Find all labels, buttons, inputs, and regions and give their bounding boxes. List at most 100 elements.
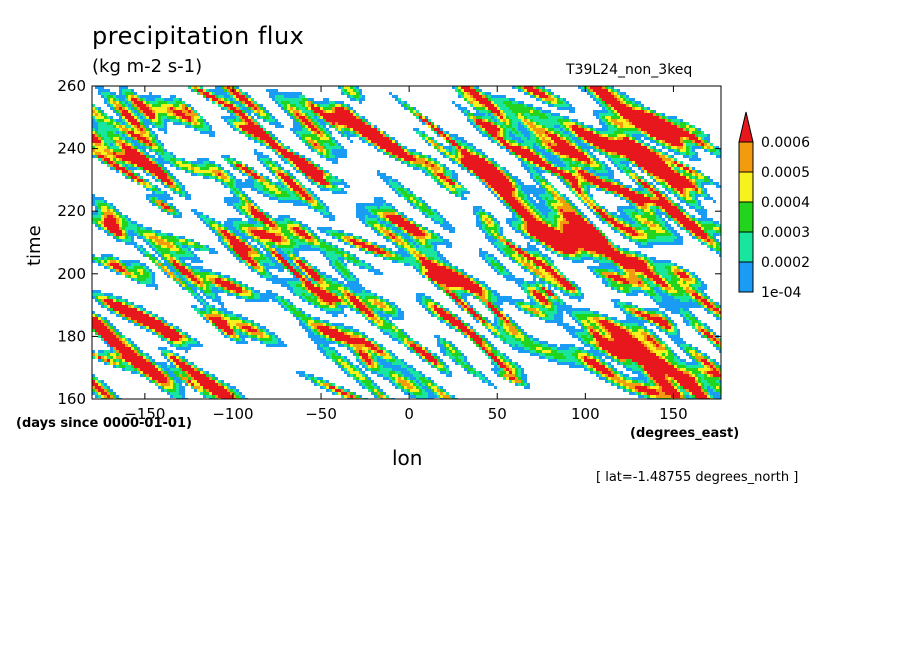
contour-cell (347, 116, 350, 119)
contour-cell (173, 113, 176, 116)
contour-cell (656, 122, 659, 125)
contour-cell (245, 179, 248, 182)
contour-cell (386, 176, 389, 179)
contour-cell (260, 152, 263, 155)
contour-cell (623, 104, 626, 107)
contour-cell (635, 188, 638, 191)
contour-cell (167, 194, 170, 197)
contour-cell (614, 152, 617, 155)
contour-cell (128, 95, 131, 98)
contour-cell (602, 146, 605, 149)
contour-cell (485, 170, 488, 173)
contour-cell (491, 134, 494, 137)
contour-cell (650, 170, 653, 173)
contour-cell (698, 179, 701, 182)
contour-cell (545, 185, 548, 188)
contour-cell (662, 182, 665, 185)
contour-cell (572, 134, 575, 137)
contour-cell (263, 113, 266, 116)
contour-cell (263, 119, 266, 122)
contour-cell (515, 101, 518, 104)
contour-cell (293, 122, 296, 125)
contour-cell (266, 131, 269, 134)
contour-cell (701, 140, 704, 143)
contour-cell (452, 146, 455, 149)
contour-cell (503, 98, 506, 101)
contour-cell (524, 194, 527, 197)
contour-cell (683, 128, 686, 131)
contour-cell (182, 161, 185, 164)
contour-cell (155, 98, 158, 101)
contour-cell (557, 170, 560, 173)
contour-cell (632, 101, 635, 104)
contour-cell (524, 143, 527, 146)
contour-cell (479, 92, 482, 95)
contour-cell (503, 137, 506, 140)
contour-cell (284, 101, 287, 104)
contour-cell (287, 110, 290, 113)
contour-cell (662, 179, 665, 182)
contour-cell (161, 98, 164, 101)
contour-cell (251, 200, 254, 203)
contour-cell (191, 89, 194, 92)
contour-cell (551, 149, 554, 152)
contour-cell (605, 104, 608, 107)
contour-cell (113, 131, 116, 134)
contour-cell (548, 194, 551, 197)
contour-cell (488, 182, 491, 185)
contour-cell (158, 113, 161, 116)
contour-cell (110, 134, 113, 137)
contour-cell (566, 203, 569, 206)
contour-cell (311, 167, 314, 170)
contour-cell (239, 191, 242, 194)
contour-cell (197, 170, 200, 173)
contour-cell (539, 179, 542, 182)
contour-cell (527, 140, 530, 143)
contour-cell (572, 182, 575, 185)
contour-cell (662, 170, 665, 173)
contour-cell (326, 137, 329, 140)
contour-cell (653, 146, 656, 149)
contour-cell (311, 128, 314, 131)
contour-cell (113, 122, 116, 125)
contour-cell (551, 125, 554, 128)
contour-cell (401, 191, 404, 194)
contour-cell (608, 182, 611, 185)
contour-cell (620, 155, 623, 158)
contour-cell (458, 137, 461, 140)
contour-cell (104, 113, 107, 116)
contour-cell (575, 128, 578, 131)
contour-cell (473, 104, 476, 107)
contour-cell (692, 200, 695, 203)
contour-cell (524, 116, 527, 119)
contour-cell (290, 98, 293, 101)
contour-cell (629, 200, 632, 203)
contour-cell (557, 128, 560, 131)
contour-cell (623, 110, 626, 113)
contour-cell (395, 182, 398, 185)
contour-cell (335, 191, 338, 194)
contour-cell (593, 86, 596, 89)
contour-cell (122, 137, 125, 140)
contour-cell (431, 140, 434, 143)
contour-cell (173, 95, 176, 98)
contour-cell (134, 92, 137, 95)
contour-cell (599, 110, 602, 113)
contour-cell (239, 179, 242, 182)
contour-cell (605, 188, 608, 191)
contour-cell (227, 179, 230, 182)
contour-cell (698, 194, 701, 197)
contour-cell (656, 116, 659, 119)
contour-cell (671, 128, 674, 131)
contour-cell (704, 182, 707, 185)
contour-cell (422, 134, 425, 137)
contour-cell (503, 110, 506, 113)
contour-cell (623, 146, 626, 149)
contour-cell (269, 185, 272, 188)
contour-cell (632, 191, 635, 194)
contour-cell (359, 116, 362, 119)
contour-cell (551, 140, 554, 143)
contour-cell (107, 140, 110, 143)
contour-cell (323, 152, 326, 155)
contour-cell (254, 101, 257, 104)
